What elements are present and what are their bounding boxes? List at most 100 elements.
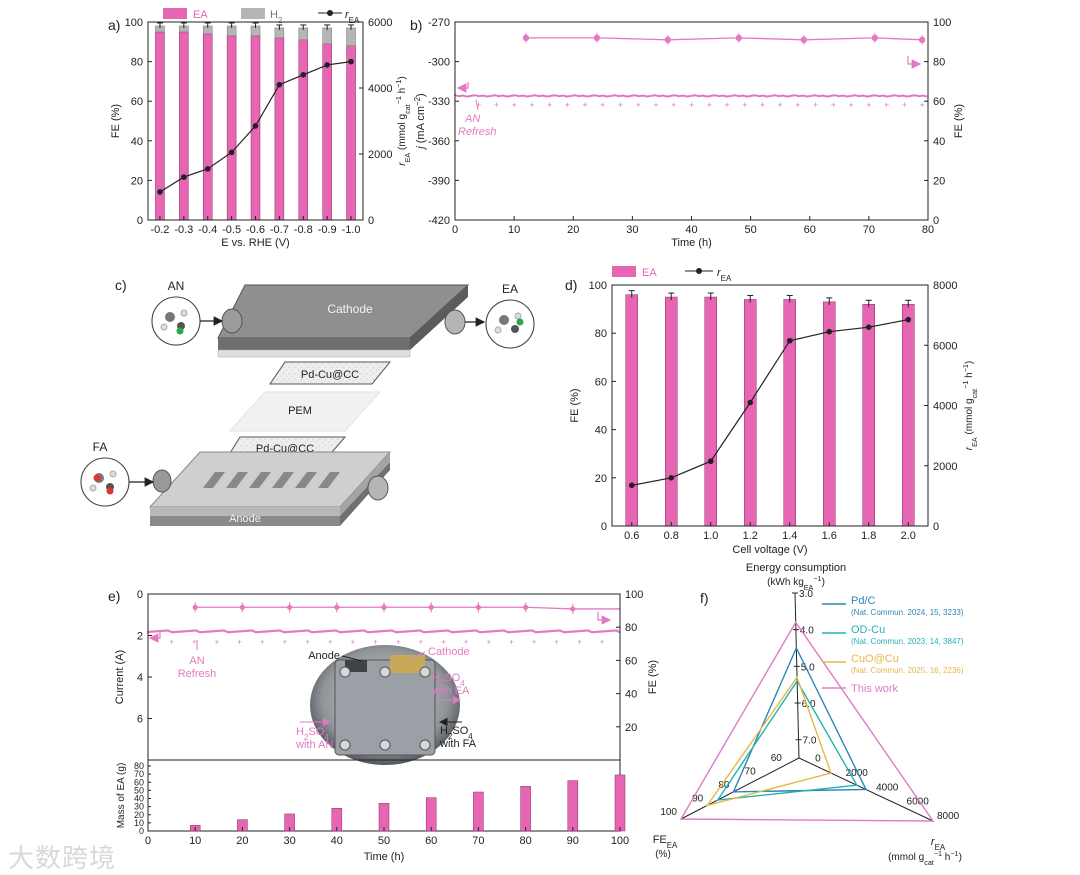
ea-bar-4 <box>783 299 796 527</box>
legend-name-3: This work <box>851 683 899 695</box>
y2-axis-label-part-6: −1 <box>961 364 970 372</box>
rate-tick-label-1: 2000 <box>846 768 869 779</box>
current-trace <box>146 629 621 634</box>
axis-fe <box>680 757 800 820</box>
molecule-an-circle <box>151 296 201 346</box>
y-right-label-1: 40 <box>625 689 637 701</box>
mass-y-label-7: 70 <box>134 769 144 779</box>
rate-line <box>631 319 909 486</box>
legend-rate-marker <box>327 10 333 16</box>
photo-label-h2so4-ea-part-1: 2 <box>440 679 444 688</box>
y-left-label-5: -420 <box>428 215 450 227</box>
refresh-spike-73: + <box>884 100 889 110</box>
legend-h2-label-part-0: H <box>270 9 278 21</box>
x-tick-label-2: 20 <box>567 224 579 236</box>
photo-label-h2so4-an-part-3: 4 <box>324 733 329 742</box>
y-right-label-4: 100 <box>625 589 643 601</box>
y-left-label-2: 4 <box>137 672 143 684</box>
mass-y-label-2: 20 <box>134 810 144 820</box>
cathode-base <box>217 349 411 358</box>
cathode-label: Cathode <box>327 302 373 316</box>
y-right-label-4: 80 <box>933 57 945 69</box>
ea-bar-3 <box>744 299 757 527</box>
y2-axis-label-part-5: h <box>964 372 975 380</box>
anode-inlet <box>152 469 172 493</box>
refresh-spike-674: + <box>464 637 469 646</box>
mass-bar-9 <box>614 774 626 832</box>
energy-tick-label-2: 5.0 <box>801 662 815 673</box>
y2-axis-label: rEA (mmol gcat−1 h−1) <box>394 76 412 166</box>
rate-point-7 <box>324 62 330 68</box>
fe-axis-title-part-1: EA <box>667 841 678 850</box>
y-right-label-5: 100 <box>933 17 951 29</box>
ea-bar-0 <box>625 294 638 527</box>
legend-rate-label-part-1: EA <box>349 16 360 25</box>
refresh-spike-290: + <box>283 637 288 646</box>
rate-point-3 <box>747 399 754 406</box>
rate-tick-label-3: 6000 <box>907 797 930 808</box>
refresh-spike-530: + <box>396 637 401 646</box>
rate-tick-label-4: 8000 <box>937 811 960 822</box>
x-tick-label-7: 70 <box>472 835 484 847</box>
y-left-label-3: -360 <box>428 136 450 148</box>
rate-axis-unit-part-4: −1 <box>950 849 958 858</box>
rate-axis-title-part-1: EA <box>935 843 946 852</box>
mass-bar-6 <box>473 791 484 832</box>
y-left-label-2: 40 <box>131 136 143 148</box>
x-tick-label-1: 10 <box>508 224 520 236</box>
x-tick-label-0: 0.6 <box>624 530 639 542</box>
x-tick-label-6: -0.8 <box>294 224 313 236</box>
x-tick-label-6: 1.8 <box>861 530 876 542</box>
x-tick-label-1: 10 <box>189 835 201 847</box>
x-axis-label: Cell voltage (V) <box>732 544 807 556</box>
photo-anode-tab <box>345 660 367 672</box>
rate-point-6 <box>300 72 307 78</box>
molecule-ea-circle <box>485 299 535 349</box>
legend-name-2: CuO@Cu <box>851 653 899 665</box>
molecule-an-atom-h1 <box>180 309 188 317</box>
energy-axis-unit-part-2: −1 <box>813 574 821 583</box>
rate-axis-unit-part-2: −1 <box>934 849 942 858</box>
y-axis-label-part-2: −2 <box>413 97 422 106</box>
x-tick-label-10: 100 <box>611 835 629 847</box>
rate-point-5 <box>826 328 833 335</box>
refresh-spike-34: + <box>653 100 658 110</box>
y2-axis-label-part-4: −1 <box>394 96 403 104</box>
panel-a-letter: a) <box>108 17 120 33</box>
x-tick-label-3: 30 <box>626 224 638 236</box>
x-tick-label-0: 0 <box>145 835 151 847</box>
legend-rate-label: rEA <box>717 267 732 283</box>
molecule-fa-circle <box>80 457 130 507</box>
molecule-an-label: AN <box>168 279 185 293</box>
x-tick-label-4: 40 <box>331 835 343 847</box>
rate-point-1 <box>181 174 187 180</box>
refresh-spike-16: + <box>547 100 552 110</box>
rate-point-8 <box>348 58 354 65</box>
rate-point-6 <box>865 324 872 330</box>
photo-label-h2so4-fa-part-0: H <box>440 725 448 737</box>
photo-label-cathode: Cathode <box>428 646 470 658</box>
mass-y-label-6: 60 <box>134 777 144 787</box>
refresh-spike-19: + <box>565 100 570 110</box>
refresh-spike-46: + <box>724 100 729 110</box>
legend-rate-label: rEA <box>345 9 360 25</box>
cathode-outlet <box>444 309 466 335</box>
molecule-ea-atom-c1 <box>499 315 509 325</box>
refresh-spike-818: + <box>532 637 537 646</box>
rate-point-2 <box>204 166 211 172</box>
y-left-label-0: 0 <box>137 589 143 601</box>
x-tick-label-2: 20 <box>236 835 248 847</box>
refresh-spike-146: + <box>215 637 220 646</box>
mass-y-label-3: 30 <box>134 802 144 812</box>
panel-f-radar: f) 3.0 4.0 5.0 6.0 7.0 60 70 80 90 100 0 2000 4000 600… <box>653 562 964 867</box>
x-tick-label-3: -0.5 <box>222 224 241 236</box>
pem-label: PEM <box>288 405 312 417</box>
y-right-label-2: 4000 <box>368 83 392 95</box>
rate-point-0 <box>628 482 635 489</box>
refresh-label-an: AN <box>189 655 204 667</box>
x-tick-label-2: -0.4 <box>198 224 217 236</box>
refresh-spike-626: + <box>441 637 446 646</box>
x-tick-label-6: 60 <box>425 835 437 847</box>
left-axis-arrow <box>456 82 469 93</box>
